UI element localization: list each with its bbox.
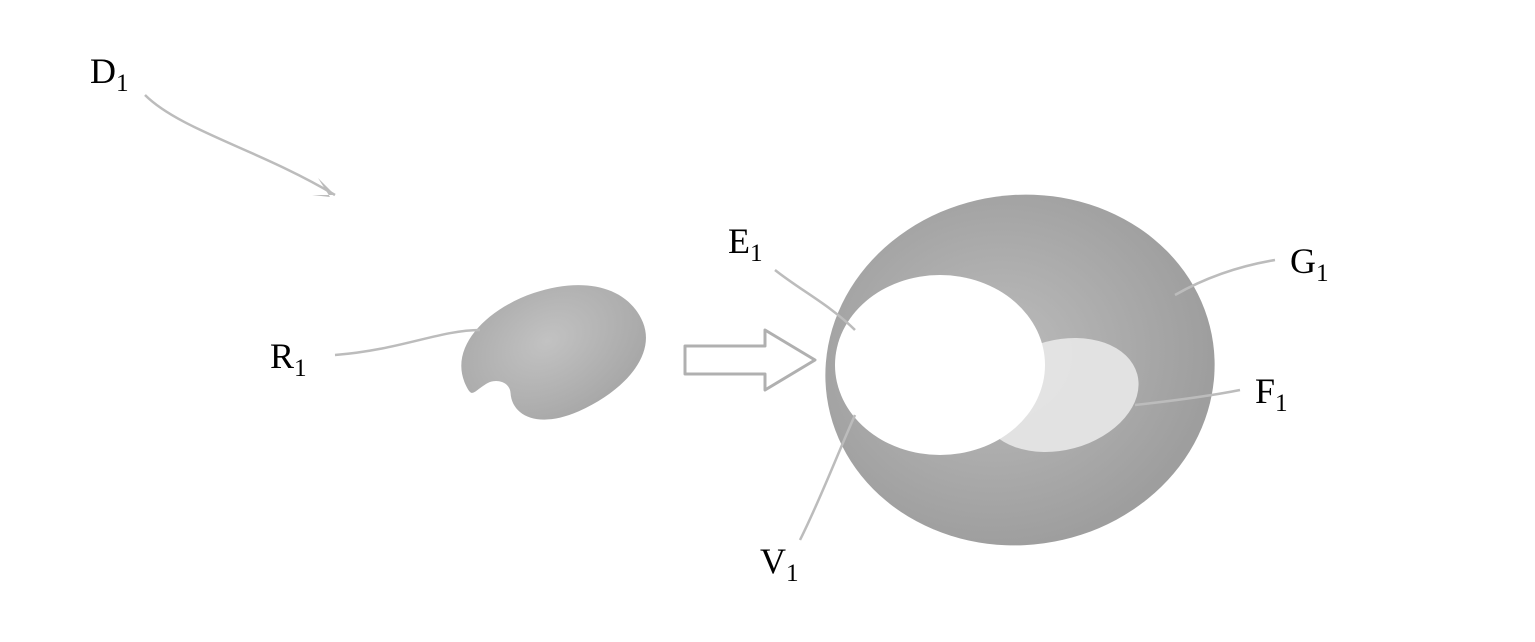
label-F1: F1 <box>1255 370 1288 418</box>
leader-R1 <box>335 330 480 355</box>
label-D1: D1 <box>90 50 129 98</box>
block-arrow <box>685 330 815 390</box>
leader-V1 <box>800 415 855 540</box>
left-blob <box>441 250 666 454</box>
label-E1: E1 <box>728 220 763 268</box>
leader-D1 <box>145 95 335 197</box>
label-V1: V1 <box>760 540 799 588</box>
big-ellipse-hole <box>835 275 1045 455</box>
label-R1: R1 <box>270 335 307 383</box>
label-G1: G1 <box>1290 240 1329 288</box>
